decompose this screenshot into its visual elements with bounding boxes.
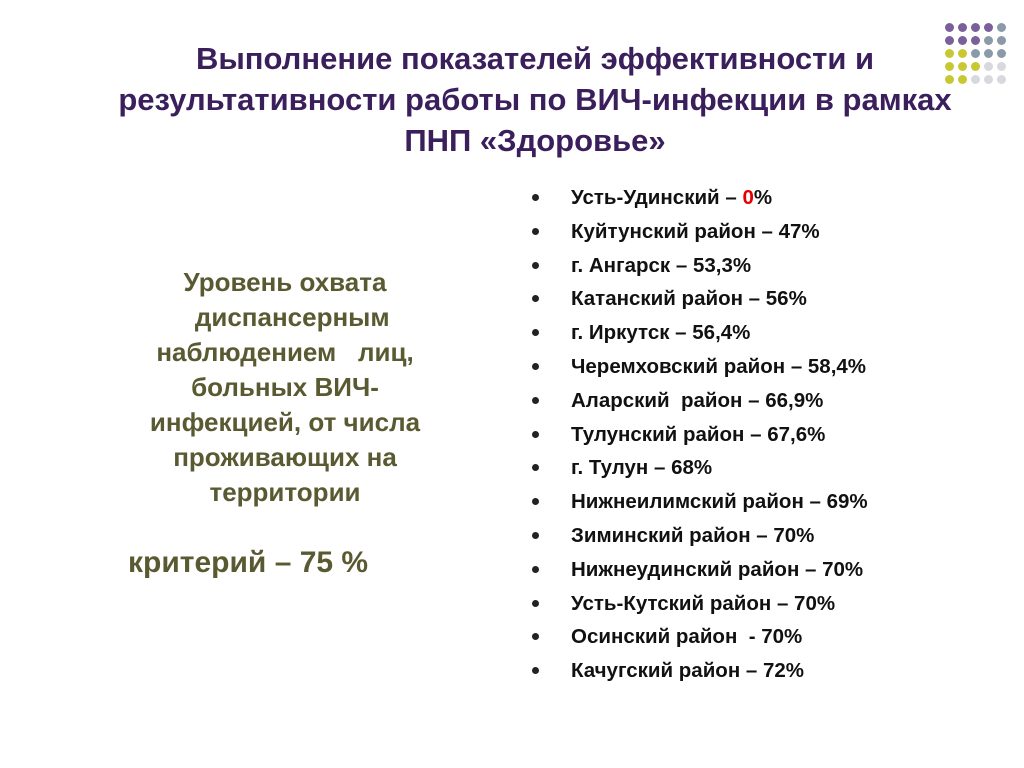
list-item-text: Катанский район – 56%: [571, 287, 807, 311]
bullet-icon: [532, 430, 539, 438]
list-item-text: Черемховский район – 58,4%: [571, 354, 867, 378]
bullet-icon: [532, 667, 539, 675]
decorative-dot: [945, 23, 954, 32]
decorative-dot: [945, 62, 954, 71]
highlighted-value: 0: [742, 186, 754, 209]
list-item: Тулунский район – 67,6%: [532, 418, 868, 452]
decorative-dot-grid: [945, 23, 1007, 85]
decorative-dot: [984, 75, 993, 84]
decorative-dot: [958, 36, 967, 45]
decorative-dot: [984, 62, 993, 71]
list-item: Осинский район - 70%: [532, 620, 868, 654]
description-line: наблюдением лиц,: [156, 337, 414, 367]
decorative-dot: [958, 23, 967, 32]
decorative-dot: [971, 36, 980, 45]
criterion-text: критерий – 75 %: [128, 546, 369, 579]
list-item: Зиминский район – 70%: [532, 519, 868, 553]
bullet-icon: [532, 227, 539, 235]
decorative-dot: [945, 49, 954, 58]
list-item-suffix: %: [753, 186, 773, 209]
list-item-text: Качугский район – 72%: [571, 659, 805, 683]
decorative-dot: [971, 62, 980, 71]
title-line: ПНП «Здоровье»: [404, 123, 666, 158]
decorative-dot: [984, 23, 993, 32]
description-line: больных ВИЧ-: [191, 372, 379, 402]
list-item-text: Зиминский район – 70%: [571, 523, 815, 547]
decorative-dot: [997, 49, 1006, 58]
bullet-icon: [532, 362, 539, 370]
list-item: г. Иркутск – 56,4%: [532, 316, 868, 350]
decorative-dot: [971, 49, 980, 58]
decorative-dot: [984, 36, 993, 45]
description-line: проживающих на: [173, 442, 397, 472]
bullet-icon: [532, 565, 539, 573]
list-item-text: г. Иркутск – 56,4%: [571, 321, 751, 345]
description-line: диспансерным: [180, 302, 390, 332]
list-item-text: Усть-Кутский район – 70%: [571, 591, 836, 615]
decorative-dot: [997, 36, 1006, 45]
list-item-text: Нижнеилимский район – 69%: [571, 490, 868, 514]
list-item: Качугский район – 72%: [532, 654, 868, 688]
decorative-dot: [997, 62, 1006, 71]
bullet-icon: [532, 194, 539, 201]
list-item: Усть-Удинский – 0%: [532, 181, 868, 215]
list-item-text: Куйтунский район – 47%: [571, 219, 820, 243]
bullet-icon: [532, 633, 539, 641]
decorative-dot: [958, 75, 967, 84]
list-item-text: г. Тулун – 68%: [571, 456, 713, 480]
list-item: Усть-Кутский район – 70%: [532, 587, 868, 621]
bullet-icon: [532, 531, 539, 539]
list-item: Куйтунский район – 47%: [532, 215, 868, 249]
decorative-dot: [945, 75, 954, 84]
description-line: Уровень охвата: [183, 267, 387, 297]
description-line: инфекцией, от числа: [149, 407, 421, 437]
bullet-icon: [532, 261, 539, 269]
decorative-dot: [997, 23, 1006, 32]
list-item-text: Усть-Удинский –: [571, 186, 743, 209]
list-item-text: г. Ангарск – 53,3%: [571, 253, 752, 277]
bullet-icon: [532, 295, 539, 303]
list-item: Аларский район – 66,9%: [532, 384, 868, 418]
decorative-dot: [971, 75, 980, 84]
list-item-text: Нижнеудинский район – 70%: [571, 557, 864, 581]
slide-title: Выполнение показателей эффективности и р…: [40, 38, 1024, 161]
list-item: г. Тулун – 68%: [532, 451, 868, 485]
bullet-icon: [532, 464, 539, 472]
decorative-dot: [958, 49, 967, 58]
decorative-dot: [971, 23, 980, 32]
decorative-dot: [997, 75, 1006, 84]
list-item-text: Осинский район - 70%: [571, 625, 803, 649]
list-item-text: Аларский район – 66,9%: [571, 388, 824, 412]
decorative-dot: [984, 49, 993, 58]
title-line: Выполнение показателей эффективности и: [195, 41, 875, 76]
coverage-description: Уровень охвата диспансерным наблюдением …: [120, 265, 450, 510]
description-line: территории: [209, 477, 361, 507]
list-item-text: Тулунский район – 67,6%: [571, 422, 826, 446]
bullet-icon: [532, 329, 539, 337]
decorative-dot: [958, 62, 967, 71]
title-line: результативности работы по ВИЧ-инфекции …: [118, 82, 952, 117]
list-item: Нижнеилимский район – 69%: [532, 485, 868, 519]
decorative-dot: [945, 36, 954, 45]
list-item: Катанский район – 56%: [532, 282, 868, 316]
bullet-icon: [532, 498, 539, 506]
bullet-icon: [532, 599, 539, 607]
results-list: Усть-Удинский – 0% Куйтунский район – 47%…: [532, 181, 868, 688]
bullet-icon: [532, 396, 539, 404]
list-item: Нижнеудинский район – 70%: [532, 553, 868, 587]
list-item: г. Ангарск – 53,3%: [532, 249, 868, 283]
list-item: Черемховский район – 58,4%: [532, 350, 868, 384]
